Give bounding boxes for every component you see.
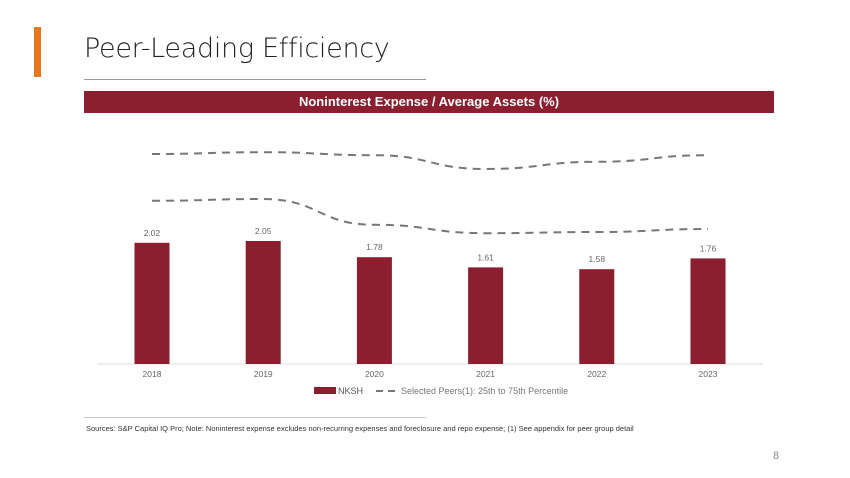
bar-2020 xyxy=(356,257,392,364)
legend-label-nksh: NKSH xyxy=(338,386,363,396)
peers-75th-percentile-line xyxy=(151,151,709,171)
accent-bar xyxy=(34,27,41,77)
data-label-2021: 1.61 xyxy=(477,252,494,262)
page-title: Peer-Leading Efficiency xyxy=(84,33,390,64)
x-tick-2023: 2023 xyxy=(699,369,718,379)
chart-title: Noninterest Expense / Average Assets (%) xyxy=(84,91,774,113)
bar-2022 xyxy=(579,269,615,364)
x-tick-2022: 2022 xyxy=(587,369,606,379)
page-number: 8 xyxy=(773,450,780,462)
footnote-divider xyxy=(84,417,426,418)
x-tick-2018: 2018 xyxy=(143,369,162,379)
data-label-2022: 1.58 xyxy=(589,254,606,264)
data-label-2018: 2.02 xyxy=(144,228,161,238)
footnote: Sources: S&P Capital IQ Pro; Note: Nonin… xyxy=(86,424,634,433)
peers-25th-percentile-line xyxy=(151,197,709,235)
x-tick-2020: 2020 xyxy=(365,369,384,379)
bar-2021 xyxy=(468,267,504,364)
bar-2018 xyxy=(134,242,170,364)
legend-label-peers: Selected Peers(1): 25th to 75th Percenti… xyxy=(401,386,568,396)
data-label-2019: 2.05 xyxy=(255,226,272,236)
bar-2023 xyxy=(690,258,726,364)
x-tick-2019: 2019 xyxy=(254,369,273,379)
x-tick-2021: 2021 xyxy=(476,369,495,379)
bar-2019 xyxy=(245,241,281,364)
data-label-2020: 1.78 xyxy=(366,242,383,252)
legend-swatch-nksh xyxy=(314,387,336,394)
title-divider xyxy=(84,79,426,80)
data-label-2023: 1.76 xyxy=(700,243,717,253)
